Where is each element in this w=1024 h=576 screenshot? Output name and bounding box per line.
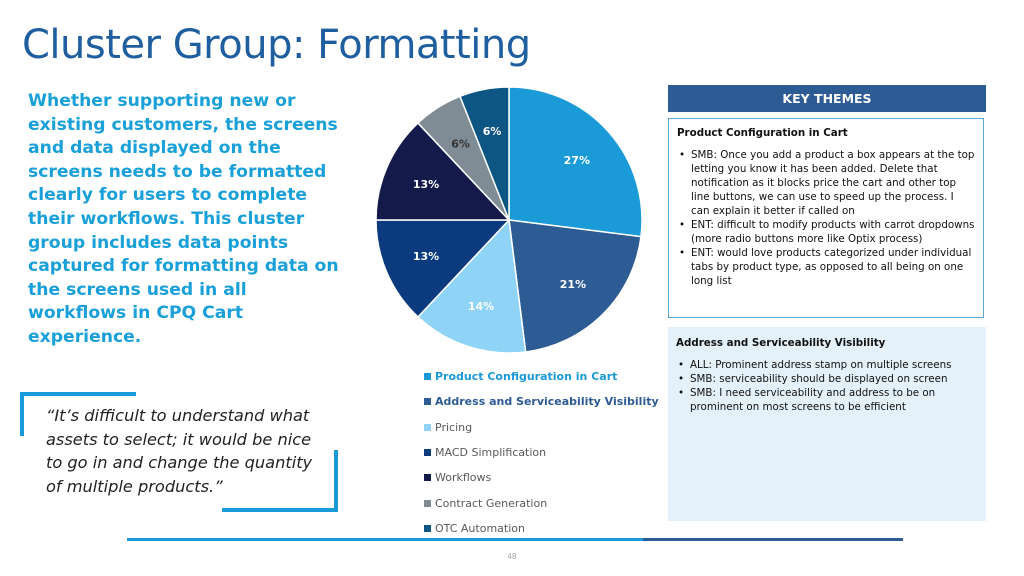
theme-bullet: SMB: Once you add a product a box appear… [677,148,975,218]
legend-swatch [424,373,431,381]
slide-title: Cluster Group: Formatting [22,22,531,68]
chart-legend: Product Configuration in Cart Address and… [424,364,659,541]
legend-item: Pricing [424,415,659,440]
legend-item: Workflows [424,465,659,490]
theme-bullet: SMB: serviceability should be displayed … [676,372,978,386]
footer-rule-dark [643,538,903,541]
pie-slice-labels: 27% 21% 14% 13% 13% 6% 6% [413,125,590,313]
legend-label: Address and Serviceability Visibility [435,395,659,409]
quote-bracket-top-left [20,392,136,436]
pie-slice [459,86,510,221]
pie-slice-label: 13% [413,178,439,191]
pie-slices [375,86,643,354]
pie-slice-label: 14% [468,300,494,313]
legend-item: OTC Automation [424,516,659,541]
legend-item: MACD Simplification [424,440,659,465]
theme-bullet: ALL: Prominent address stamp on multiple… [676,358,978,372]
legend-swatch [424,524,431,532]
legend-item: Product Configuration in Cart [424,364,659,389]
pie-slice [375,121,511,221]
quote-bracket-bottom-right [222,450,338,512]
theme-box-product-configuration: Product Configuration in Cart SMB: Once … [668,118,984,318]
page-number: 48 [507,552,517,561]
legend-swatch [424,398,431,406]
legend-label: Pricing [435,420,473,434]
legend-label: Workflows [435,471,492,485]
legend-item: Contract Generation [424,490,659,515]
legend-swatch [424,449,431,457]
theme-box-address-serviceability: Address and Serviceability Visibility AL… [668,327,986,521]
pie-slice-label: 27% [564,154,590,167]
legend-swatch [424,423,431,431]
pie-slice-label: 13% [413,250,439,263]
theme-title: Address and Serviceability Visibility [676,337,886,349]
customer-quote: “It’s difficult to understand what asset… [46,406,313,496]
theme-bullet: ENT: would love products categorized und… [677,246,975,288]
footer-rule-light [127,538,643,541]
pie-slice [375,219,511,319]
theme-bullet: SMB: I need serviceability and address t… [676,386,978,414]
theme-bullets: ALL: Prominent address stamp on multiple… [676,358,978,414]
pie-slice-label: 6% [483,125,502,138]
legend-swatch [424,499,431,507]
pie-chart: 27% 21% 14% 13% 13% 6% 6% [375,86,643,354]
legend-label: OTC Automation [435,521,525,535]
theme-bullet: ENT: difficult to modify products with c… [677,218,975,246]
legend-swatch [424,474,431,482]
quote-frame [20,392,338,512]
legend-item: Address and Serviceability Visibility [424,389,659,414]
pie-slice [508,219,642,353]
theme-bullets: SMB: Once you add a product a box appear… [677,148,975,288]
pie-slice-label: 21% [560,278,586,291]
pie-slice [508,86,643,238]
legend-label: Contract Generation [435,496,548,510]
theme-title: Product Configuration in Cart [677,127,848,139]
intro-text: Whether supporting new or existing custo… [28,91,339,347]
key-themes-header: KEY THEMES [668,85,986,112]
legend-label: Product Configuration in Cart [435,370,618,384]
pie-slice [416,218,527,354]
pie-slice-label: 6% [451,138,470,151]
legend-label: MACD Simplification [435,446,547,460]
